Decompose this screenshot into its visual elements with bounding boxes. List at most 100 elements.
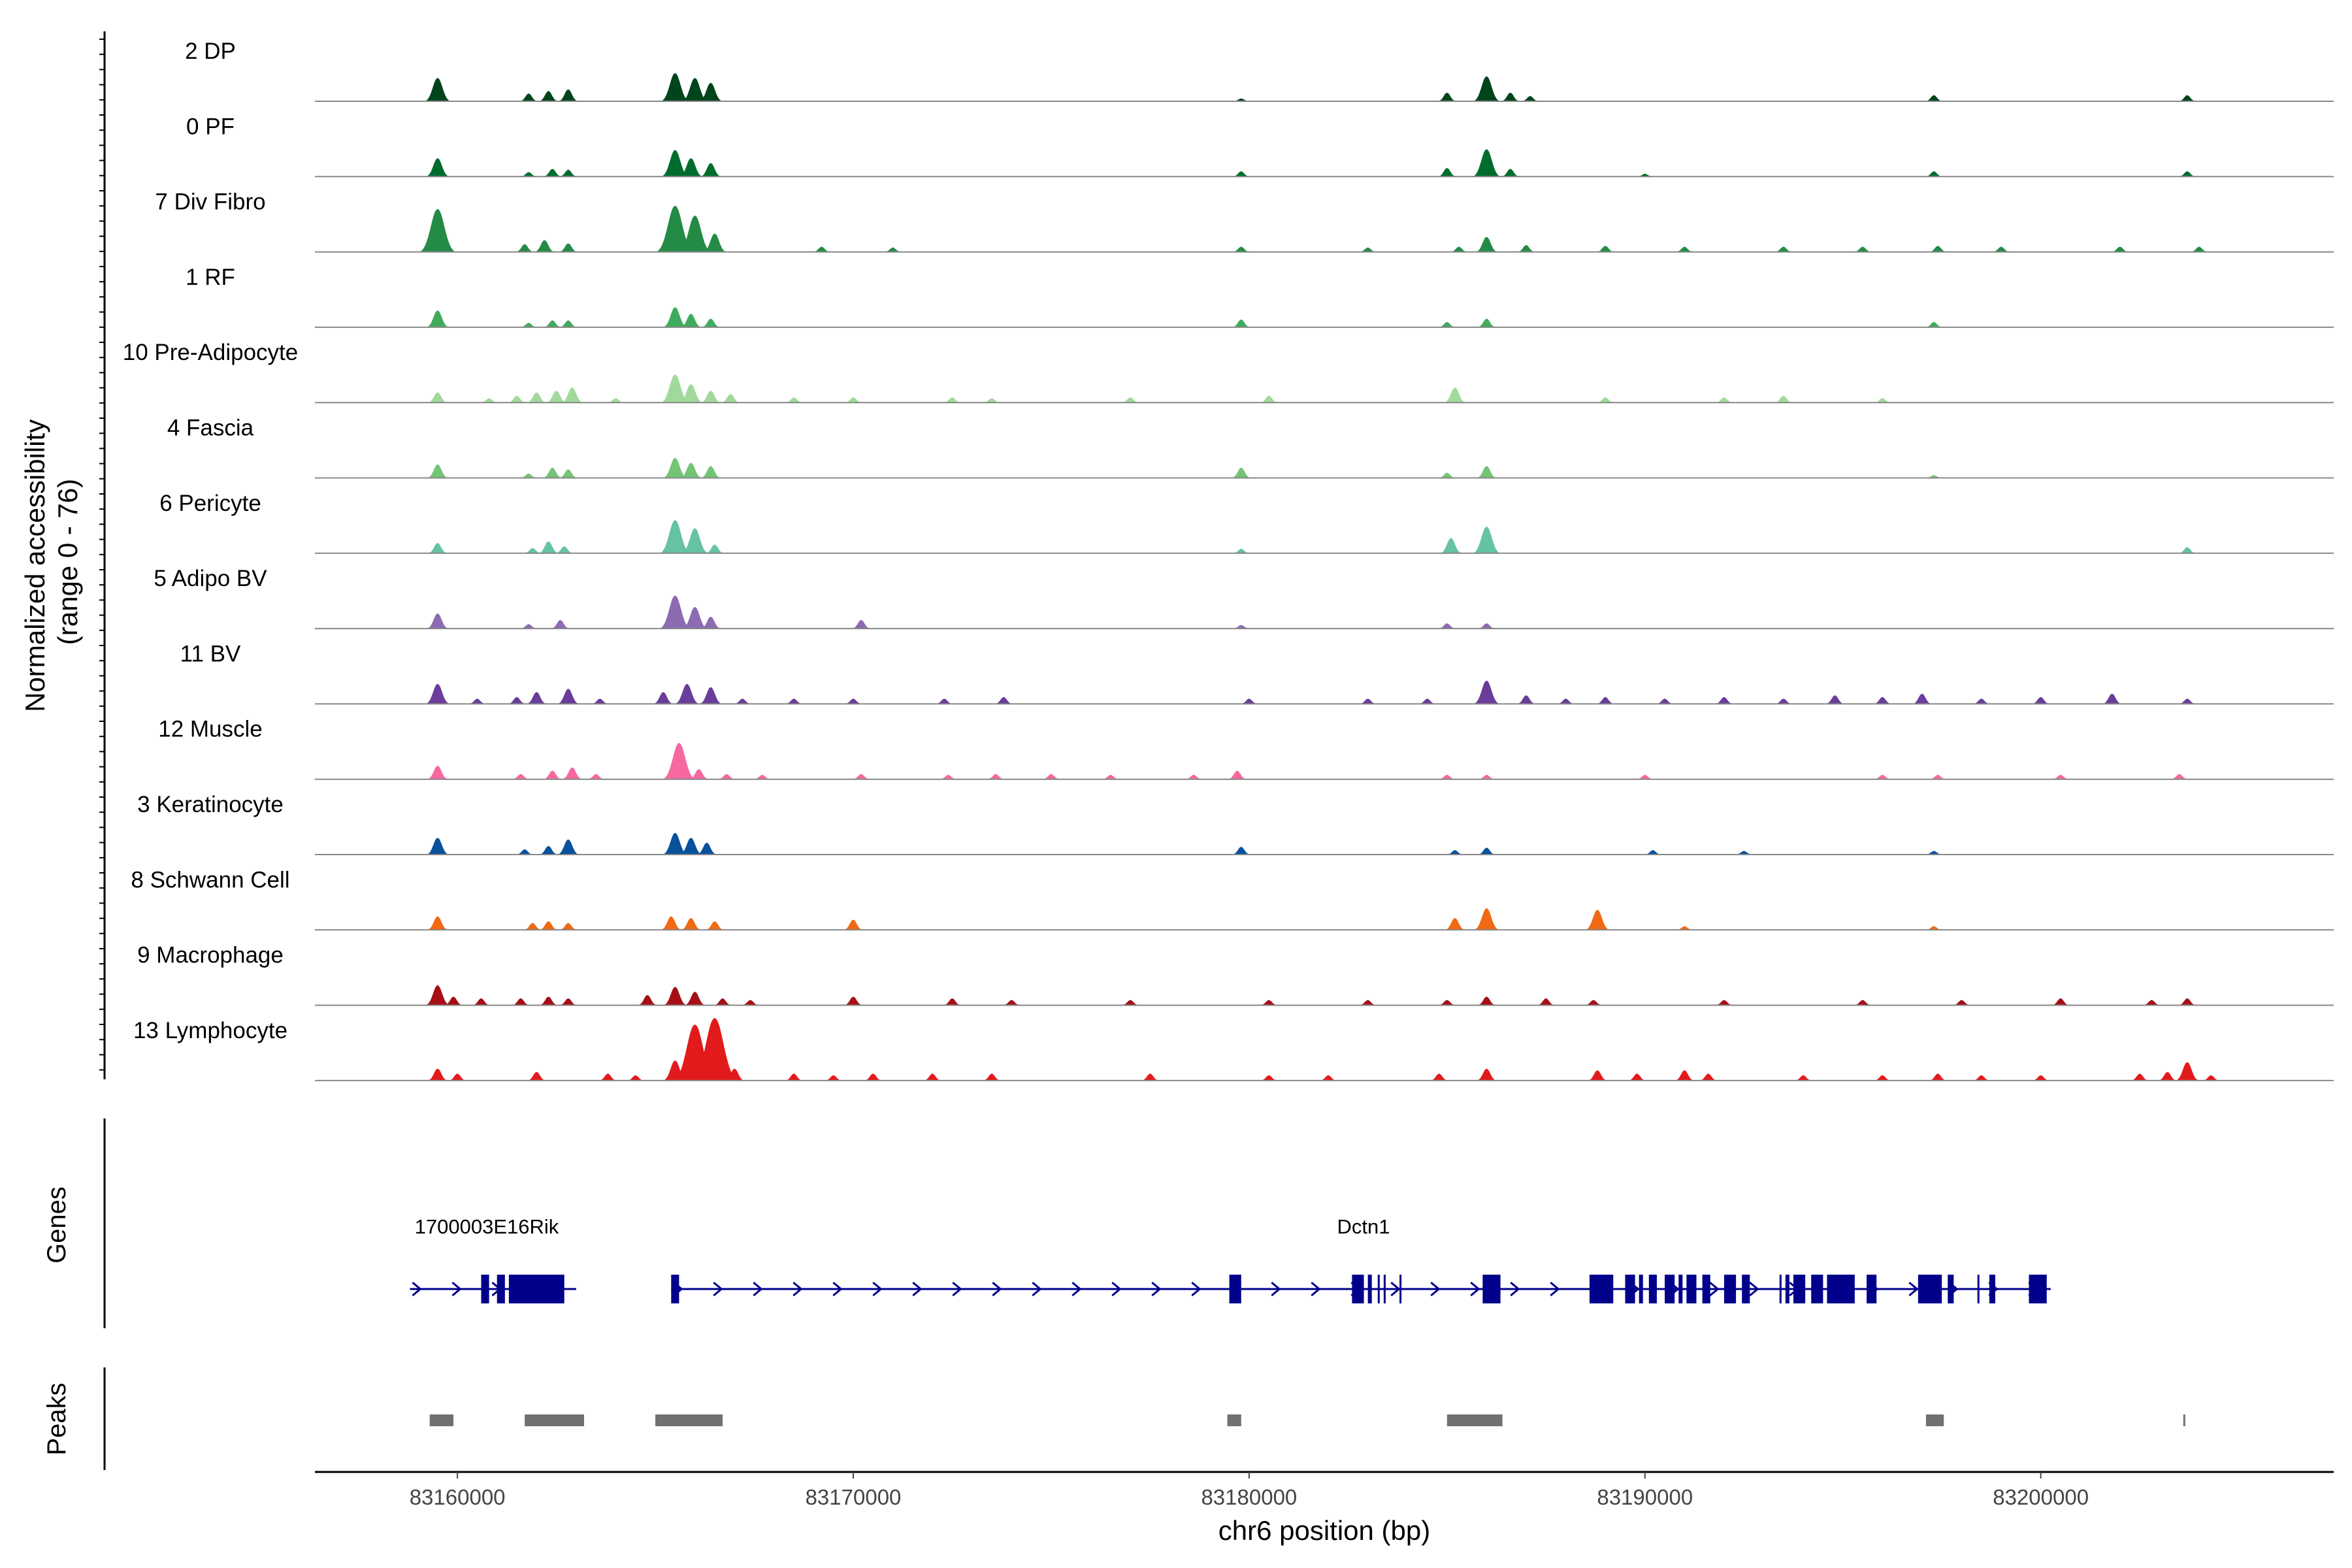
coverage-peak [559, 169, 577, 177]
peaks-panel-title: Peaks [42, 1382, 71, 1455]
strand-arrow [1071, 1281, 1082, 1297]
coverage-peak [995, 696, 1013, 704]
exon-block [1827, 1275, 1855, 1303]
coverage-peak [1537, 998, 1555, 1006]
coverage-peak [444, 996, 463, 1006]
track-6: 6 Pericyte [159, 491, 2334, 554]
coverage-peak [864, 1073, 882, 1081]
exon-block [1918, 1275, 1942, 1303]
exon-block [1639, 1275, 1643, 1303]
coverage-peak [725, 1068, 745, 1081]
strand-arrow [1111, 1281, 1122, 1297]
coverage-peak [1261, 1075, 1277, 1081]
genes-panel: Genes 1700003E16Rik Dctn1 [42, 1119, 2051, 1328]
coverage-peak [1475, 237, 1497, 253]
coverage-peak [1439, 623, 1455, 629]
coverage-peak [1585, 909, 1610, 930]
peak-region [1227, 1414, 1241, 1426]
coverage-peak [1518, 245, 1535, 253]
coverage-peak [527, 692, 547, 704]
exon-block [1948, 1275, 1954, 1303]
coverage-peak [1699, 1073, 1717, 1081]
coverage-peak [813, 246, 830, 253]
exon-block [1383, 1275, 1386, 1303]
coverage-peak [1477, 318, 1495, 328]
coverage-peak [419, 209, 457, 253]
coverage-peak [544, 169, 561, 177]
track-13: 13 Lymphocyte [133, 1018, 2334, 1081]
coverage-peak [678, 216, 712, 253]
coverage-peak [852, 620, 870, 629]
coverage-peak [427, 613, 449, 629]
track-label: 9 Macrophage [137, 943, 284, 968]
coverage-peak [684, 992, 706, 1006]
strand-arrow [872, 1281, 883, 1297]
coverage-peak [825, 1075, 841, 1081]
coverage-peak [1716, 1000, 1733, 1006]
coverage-peak [516, 849, 533, 855]
coverage-peak [1973, 1075, 1989, 1081]
exon-block [481, 1275, 489, 1303]
coverage-peak [987, 774, 1004, 780]
coverage-peak [2131, 1073, 2148, 1081]
track-label: 10 Pre-Adipocyte [123, 340, 298, 365]
coverage-peak [1912, 693, 1932, 704]
coverage-peak [2179, 698, 2195, 704]
y-axis-title: Normalized accessibility (range 0 - 76) [20, 412, 83, 712]
coverage-peak [2191, 246, 2208, 253]
coverage-peak [696, 842, 717, 855]
peak-region [525, 1414, 584, 1426]
track-0: 2 DP [185, 39, 2334, 102]
coverage-peak [1501, 169, 1519, 177]
coverage-peak [519, 93, 538, 102]
coverage-peak [2171, 774, 2187, 780]
coverage-peak [1925, 321, 1942, 328]
coverage-peak [425, 985, 450, 1006]
exon-block [1793, 1275, 1806, 1303]
coverage-peak [680, 463, 702, 478]
y-axis-title-line1: Normalized accessibility [20, 419, 50, 712]
coverage-peak [699, 687, 723, 704]
strand-arrow [1191, 1281, 1201, 1297]
coverage-peak [674, 683, 700, 704]
coverage-peak [592, 698, 608, 704]
y-axis-title-line2: (range 0 - 76) [52, 479, 83, 645]
coverage-peak [785, 1073, 802, 1081]
coverage-peak [663, 987, 687, 1006]
track-label: 7 Div Fibro [155, 189, 265, 215]
coverage-peak [1775, 698, 1791, 704]
coverage-peak [845, 397, 862, 403]
track-8: 11 BV [180, 641, 2334, 705]
coverage-peak [1874, 1075, 1891, 1081]
coverage-peak [557, 839, 580, 855]
coverage-peak [689, 769, 709, 780]
coverage-peak [721, 394, 740, 403]
coverage-peak [559, 320, 577, 328]
coverage-peak [508, 395, 525, 403]
coverage-peak [638, 995, 657, 1006]
exon-block [1352, 1275, 1364, 1303]
coverage-peak [538, 541, 559, 554]
coverage-peak [681, 528, 709, 554]
gene-label: 1700003E16Rik [415, 1215, 559, 1238]
exon-block [1785, 1275, 1789, 1303]
track-11: 8 Schwann Cell [131, 867, 2334, 931]
coverage-peak [1419, 698, 1435, 704]
coverage-peak [1241, 698, 1258, 704]
coverage-peak [2178, 998, 2196, 1006]
coverage-peak [785, 397, 802, 403]
coverage-peak [843, 919, 863, 930]
coverage-peak [599, 1073, 617, 1081]
coverage-peak [1004, 1000, 1020, 1006]
coverage-peak [512, 998, 529, 1006]
exon-block [1686, 1275, 1697, 1303]
coverage-peak [1228, 770, 1247, 780]
coverage-peak [1522, 95, 1539, 102]
coverage-peak [936, 698, 953, 704]
coverage-peak [469, 698, 485, 704]
x-tick-label: 83180000 [1201, 1485, 1297, 1509]
coverage-peak [426, 838, 449, 855]
coverage-peak [1260, 395, 1278, 403]
coverage-peak [1656, 698, 1673, 704]
